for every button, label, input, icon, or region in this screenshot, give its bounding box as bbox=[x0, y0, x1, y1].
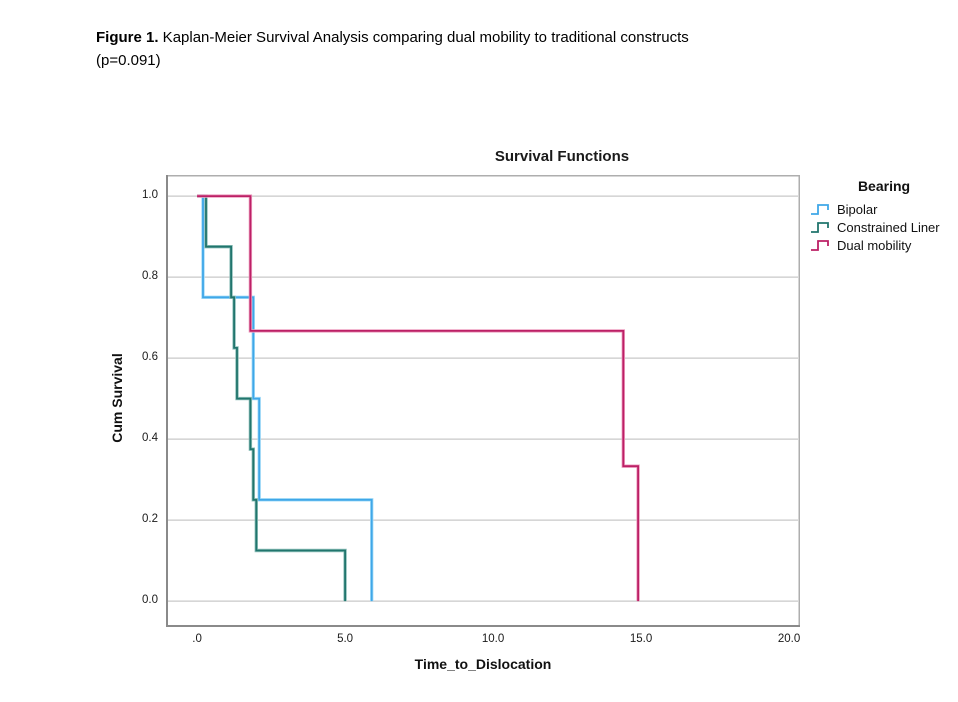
y-tick-label: 0.6 bbox=[142, 351, 158, 364]
legend-item-bipolar: Bipolar bbox=[810, 200, 958, 218]
legend-item-dual-mobility: Dual mobility bbox=[810, 236, 958, 254]
x-tick-label: 10.0 bbox=[481, 633, 505, 645]
x-tick-label: .0 bbox=[192, 633, 202, 645]
legend-items: Bipolar Constrained Liner Dual mobility bbox=[810, 200, 958, 254]
legend-label: Constrained Liner bbox=[837, 219, 940, 235]
caption-line1: Figure 1. Kaplan-Meier Survival Analysis… bbox=[96, 26, 931, 49]
y-tick-label: 0.8 bbox=[142, 270, 158, 283]
curve-dual-mobility bbox=[197, 194, 640, 602]
figure-label: Figure 1. bbox=[96, 29, 159, 46]
x-tick-label: 15.0 bbox=[629, 633, 653, 645]
legend-label: Bipolar bbox=[837, 201, 878, 217]
y-tick-label: 0.4 bbox=[142, 432, 158, 445]
y-tick-label: 1.0 bbox=[142, 189, 158, 202]
plot-frame bbox=[166, 175, 800, 627]
caption-line2: (p=0.091) bbox=[96, 52, 161, 69]
plot-area bbox=[166, 175, 800, 627]
legend-step-swatch bbox=[811, 203, 829, 215]
chart-title: Survival Functions bbox=[494, 148, 630, 165]
gridlines bbox=[168, 195, 798, 602]
curve-bipolar bbox=[197, 194, 374, 602]
y-axis-title: Cum Survival bbox=[109, 353, 125, 443]
legend-step-swatch bbox=[811, 239, 829, 251]
legend-label: Dual mobility bbox=[837, 237, 912, 253]
x-tick-label: 5.0 bbox=[337, 633, 354, 645]
legend-title: Bearing bbox=[857, 178, 911, 194]
plot-canvas bbox=[166, 175, 800, 627]
legend: Bearing Bipolar Constrained Liner Dual mob… bbox=[810, 178, 958, 254]
y-tick-label: 0.2 bbox=[142, 513, 158, 526]
y-tick-label: 0.0 bbox=[142, 594, 158, 607]
figure-caption: Figure 1. Kaplan-Meier Survival Analysis… bbox=[96, 26, 931, 72]
x-axis-title: Time_to_Dislocation bbox=[414, 656, 552, 672]
curve-constrained-liner bbox=[197, 194, 347, 602]
legend-step-swatch bbox=[811, 221, 829, 233]
caption-text: Kaplan-Meier Survival Analysis comparing… bbox=[158, 29, 689, 46]
x-tick-label: 20.0 bbox=[777, 633, 801, 645]
legend-item-constrained-liner: Constrained Liner bbox=[810, 218, 958, 236]
